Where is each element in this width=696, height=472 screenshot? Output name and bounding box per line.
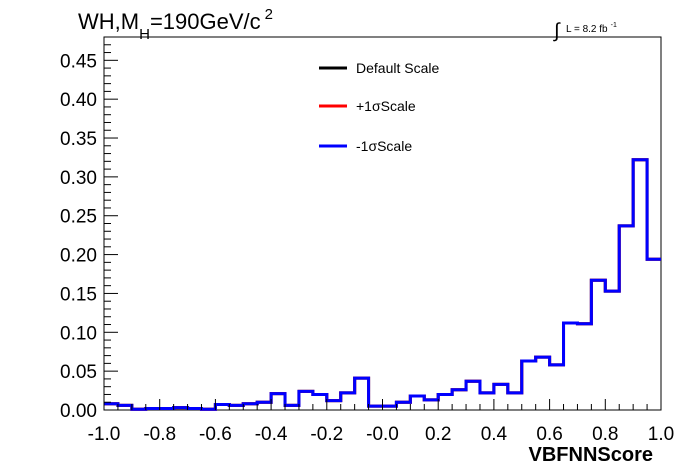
x-tick-label: -0.8 <box>143 424 176 445</box>
plot-frame <box>103 36 662 411</box>
x-tick-label: 0.2 <box>425 424 451 445</box>
y-tick-label: 0.30 <box>60 168 97 189</box>
legend-entry: +1σScale <box>356 98 416 114</box>
x-tick-label: -0.4 <box>255 424 288 445</box>
x-tick-label: 0.4 <box>481 424 508 445</box>
histogram-series-line <box>104 158 661 411</box>
x-tick-label: -1.0 <box>88 424 121 445</box>
y-tick-label: 0.15 <box>60 284 97 305</box>
y-tick-label: 0.25 <box>60 207 97 228</box>
y-tick-label: 0.20 <box>60 246 97 267</box>
x-tick-label: 1.0 <box>648 424 674 445</box>
x-axis-label: VBFNNScore <box>529 444 653 466</box>
y-tick-label: 0.05 <box>60 362 97 383</box>
y-tick-label: 0.10 <box>60 323 97 344</box>
histogram-series-line <box>104 158 661 411</box>
x-tick-label: -0.2 <box>310 424 343 445</box>
y-tick-label: 0.40 <box>60 90 97 111</box>
lumi-label: L = 8.2 fb -1 <box>566 22 617 35</box>
process-label: WH,MH=190GeV/c 2 <box>78 6 273 43</box>
y-tick-label: 0.45 <box>60 51 97 72</box>
x-tick-label: -0.0 <box>366 424 399 445</box>
x-tick-label: 0.6 <box>536 424 562 445</box>
axis-ticks: 0.00 0.05 0.10 0.15 0.20 0.25 0.30 0.35 0.40 0.45… <box>60 36 674 445</box>
legend-entry: -1σScale <box>356 138 412 154</box>
y-tick-label: 0.35 <box>60 129 97 150</box>
legend: Default Scale +1σScale -1σScale <box>319 60 439 154</box>
x-tick-label: -0.6 <box>199 424 232 445</box>
lumi-integral: ∫ <box>553 20 561 42</box>
histogram-series-line <box>104 158 661 411</box>
legend-entry: Default Scale <box>356 60 439 76</box>
x-tick-label: 0.8 <box>592 424 618 445</box>
y-tick-label: 0.00 <box>60 401 97 422</box>
series-layer <box>104 158 661 411</box>
